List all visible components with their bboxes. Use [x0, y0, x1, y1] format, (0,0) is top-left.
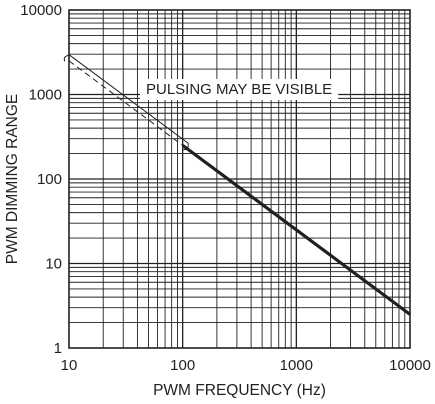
- y-tick-label: 1000: [29, 87, 62, 104]
- series-line-dashed: [68, 60, 183, 146]
- x-tick-label: 100: [170, 357, 195, 374]
- y-tick-label: 10000: [20, 2, 62, 19]
- annotation-background: [140, 79, 339, 100]
- y-axis-label: PWM DIMMING RANGE: [4, 94, 21, 265]
- series-layer: [68, 60, 411, 316]
- y-tick-label: 100: [37, 171, 62, 188]
- annotation-layer: PULSING MAY BE VISIBLE: [63, 54, 339, 151]
- x-tick-label: 10: [61, 357, 78, 374]
- y-tick-label: 10: [45, 256, 62, 273]
- series-line-solid: [181, 144, 411, 316]
- annotation-label: PULSING MAY BE VISIBLE: [146, 81, 332, 98]
- grid: [69, 10, 410, 348]
- y-tick-label: 1: [54, 340, 62, 357]
- x-axis-label: PWM FREQUENCY (Hz): [153, 382, 326, 399]
- x-tick-label: 1000: [280, 357, 313, 374]
- annotation-bracket: [63, 54, 189, 151]
- plot-frame: [68, 9, 411, 349]
- x-tick-label: 10000: [389, 357, 431, 374]
